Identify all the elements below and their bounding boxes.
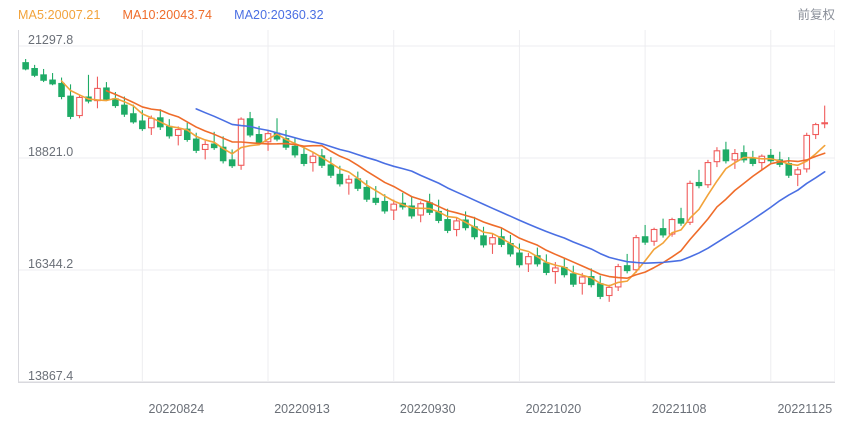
candle xyxy=(794,169,802,175)
candle xyxy=(453,220,460,231)
candlestick-plot[interactable] xyxy=(18,30,835,396)
candle xyxy=(210,143,218,149)
candle xyxy=(291,145,299,156)
candle xyxy=(219,146,227,162)
y-axis-tick: 16344.2 xyxy=(28,257,74,271)
candle xyxy=(552,267,559,273)
candle xyxy=(426,202,433,213)
candle xyxy=(821,122,829,125)
candle xyxy=(372,197,380,203)
candle xyxy=(578,276,586,284)
ma-line-ma20 xyxy=(195,108,826,265)
candle xyxy=(174,129,182,136)
candle xyxy=(543,262,550,273)
candle xyxy=(147,117,155,129)
candle xyxy=(94,87,101,102)
candle xyxy=(803,134,811,170)
x-axis-tick: 20221020 xyxy=(525,402,582,416)
y-axis-tick: 13867.4 xyxy=(28,369,74,383)
candle xyxy=(480,235,487,246)
gridlines xyxy=(18,30,835,383)
candle xyxy=(67,95,74,117)
candle xyxy=(22,62,29,70)
ma-line-ma10 xyxy=(105,89,826,279)
candle xyxy=(740,152,748,161)
candle xyxy=(49,79,56,85)
candle xyxy=(300,153,308,164)
candle xyxy=(103,87,110,100)
candle xyxy=(417,203,424,216)
candle xyxy=(165,125,173,137)
candle xyxy=(363,186,371,200)
candle xyxy=(58,82,65,98)
candle xyxy=(525,256,532,265)
ma-line-ma5 xyxy=(60,80,826,287)
candle xyxy=(381,200,389,212)
candle xyxy=(650,228,658,242)
candle xyxy=(704,162,712,186)
adjustment-label[interactable]: 前复权 xyxy=(797,8,835,22)
candle xyxy=(327,164,335,176)
chart-canvas xyxy=(18,30,835,396)
candle xyxy=(489,237,496,245)
candle xyxy=(121,104,128,115)
y-axis-tick: 21297.8 xyxy=(28,33,74,47)
candle xyxy=(785,162,793,176)
candle xyxy=(130,113,137,123)
candle xyxy=(309,155,317,164)
legend-item-ma20: MA20:20360.32 xyxy=(234,8,324,22)
x-axis-tick: 20221108 xyxy=(651,402,707,416)
candle xyxy=(659,228,667,236)
candle xyxy=(516,252,523,266)
x-axis-tick: 20220930 xyxy=(399,402,456,416)
candle xyxy=(139,120,146,130)
candle xyxy=(641,236,649,243)
candle xyxy=(408,205,415,217)
candle xyxy=(390,203,398,211)
candle xyxy=(76,96,83,117)
candle xyxy=(668,218,676,235)
candle xyxy=(183,128,191,141)
x-axis-tick: 20221125 xyxy=(777,402,833,416)
candle xyxy=(677,218,685,224)
legend-item-ma10: MA10:20043.74 xyxy=(122,8,213,22)
ma-legend: MA5:20007.21 MA10:20043.74 MA20:20360.32 xyxy=(18,5,324,25)
candle xyxy=(192,138,200,151)
candle xyxy=(31,68,38,76)
candle xyxy=(722,149,730,162)
candle xyxy=(695,181,703,187)
candle xyxy=(632,237,640,271)
candle xyxy=(596,283,604,297)
candle xyxy=(318,155,326,166)
candle xyxy=(570,273,577,285)
candle xyxy=(40,74,47,81)
x-axis-tick: 20220913 xyxy=(274,402,330,416)
candle xyxy=(731,152,739,161)
x-axis-tick: 20220824 xyxy=(148,402,205,416)
candle xyxy=(749,158,757,164)
candle xyxy=(534,255,541,265)
candle xyxy=(623,265,631,272)
candle xyxy=(713,150,721,163)
candle xyxy=(686,182,694,223)
candle xyxy=(812,124,820,136)
moving-averages xyxy=(60,80,826,287)
candle xyxy=(345,178,353,184)
legend-item-ma5: MA5:20007.21 xyxy=(18,8,101,22)
candles xyxy=(22,59,829,302)
candle xyxy=(336,173,344,185)
y-axis-tick: 18821.0 xyxy=(28,145,74,159)
candle xyxy=(228,159,236,167)
candle xyxy=(587,276,595,286)
candle xyxy=(255,134,263,144)
candle xyxy=(444,219,451,231)
candle xyxy=(201,143,209,151)
candle xyxy=(605,286,613,297)
